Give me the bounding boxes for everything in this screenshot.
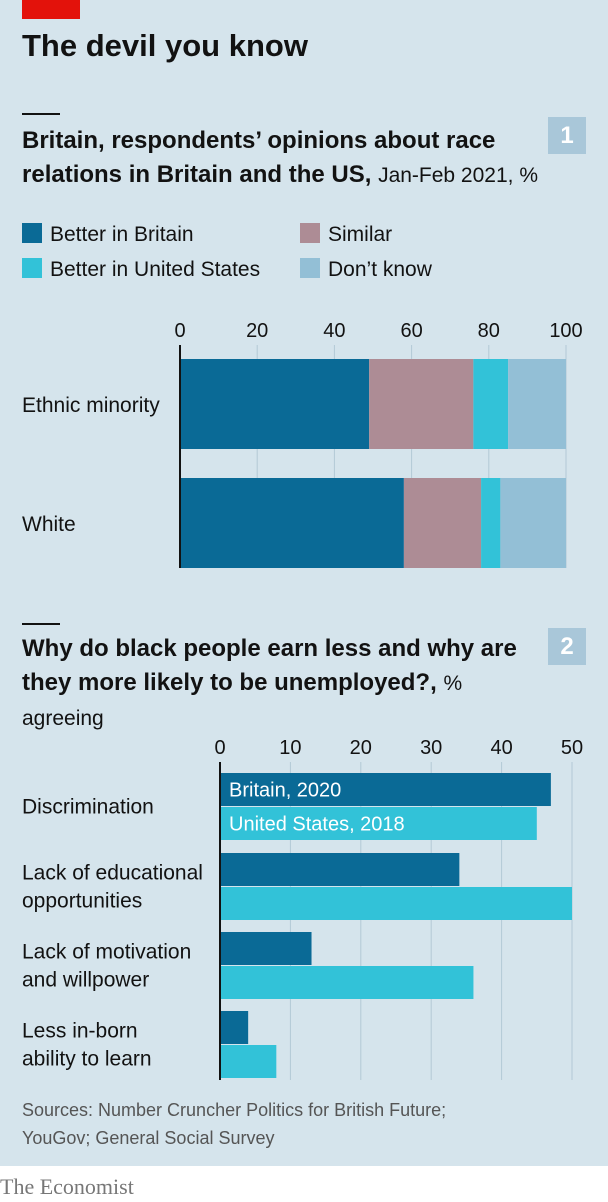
- source-line-2: YouGov; General Social Survey: [22, 1128, 275, 1148]
- chart1-rule: [22, 113, 60, 115]
- chart2-number-badge: 2: [548, 628, 586, 665]
- chart1-bar-dont-know: [500, 478, 566, 568]
- chart2-title-line2: they more likely to be unemployed?,: [22, 669, 437, 696]
- legend-label-dont-know: Don’t know: [328, 258, 432, 281]
- legend-swatch-better-britain: [22, 223, 42, 243]
- chart2-x-tick-label: 10: [279, 737, 301, 759]
- chart2-bar-britain-2020: [220, 773, 551, 806]
- chart1-category-label: Ethnic minority: [22, 394, 160, 417]
- brand-red-bar: [22, 0, 80, 19]
- chart1-bar-better-britain: [180, 359, 370, 449]
- chart1-category-label: White: [22, 513, 76, 536]
- brand-wordmark: The Economist: [0, 1174, 134, 1199]
- page-title: The devil you know: [22, 28, 308, 63]
- chart1-title-line1: Britain, respondents’ opinions about rac…: [22, 127, 496, 154]
- chart2-bar-us-2018: [220, 807, 537, 840]
- legend-item-similar: Similar: [300, 223, 392, 247]
- chart2-bar-britain-2020: [220, 932, 312, 965]
- chart1-x-tick-label: 60: [400, 320, 422, 342]
- chart1-title-line2: relations in Britain and the US,: [22, 161, 372, 188]
- chart2-category-label: Discrimination: [22, 796, 154, 819]
- legend-label-better-us: Better in United States: [50, 258, 261, 281]
- chart2-bar-us-2018: [220, 1045, 277, 1078]
- chart1-x-tick-label: 40: [323, 320, 345, 342]
- chart2-category-label: opportunities: [22, 890, 142, 913]
- chart1-title: Britain, respondents’ opinions about rac…: [22, 124, 542, 193]
- chart2-x-tick-label: 0: [214, 737, 225, 759]
- charts-svg: 0 20 40 60 80 100 Ethnic minority White 0 10 20 30 4…: [22, 320, 583, 1080]
- legend-item-better-britain: Better in Britain: [22, 223, 194, 247]
- chart2-x-tick-label: 20: [350, 737, 372, 759]
- chart1-x-tick-label: 0: [174, 320, 185, 342]
- chart1-bar-similar: [369, 359, 474, 449]
- chart2-x-tick-label: 50: [561, 737, 583, 759]
- source-line-1: Sources: Number Cruncher Politics for Br…: [22, 1100, 447, 1120]
- chart2-category-label: Less in-born: [22, 1020, 138, 1043]
- chart1-title-units: Jan-Feb 2021, %: [378, 164, 538, 187]
- chart1-x-tick-label: 20: [246, 320, 268, 342]
- chart2-series-label: Britain, 2020: [229, 780, 341, 802]
- chart2-bar-britain-2020: [220, 853, 460, 886]
- chart2-category-label: Lack of educational: [22, 862, 203, 885]
- chart1-bar-dont-know: [508, 359, 566, 449]
- chart2-title: Why do black people earn less and why ar…: [22, 632, 542, 736]
- chart2-x-tick-label: 40: [490, 737, 512, 759]
- chart2-title-line1: Why do black people earn less and why ar…: [22, 635, 517, 662]
- source-note: Sources: Number Cruncher Politics for Br…: [22, 1096, 446, 1152]
- chart2-title-units: % agreeing: [22, 672, 463, 730]
- chart2-category-label: Lack of motivation: [22, 941, 191, 964]
- chart2-bar-britain-2020: [220, 1011, 249, 1044]
- legend-item-better-us: Better in United States: [22, 258, 260, 282]
- legend-label-similar: Similar: [328, 223, 393, 246]
- chart1-number-badge: 1: [548, 117, 586, 154]
- chart1-bar-better-us: [481, 478, 501, 568]
- chart1-x-tick-label: 100: [549, 320, 582, 342]
- legend-swatch-similar: [300, 223, 320, 243]
- chart2-bar-us-2018: [220, 887, 572, 920]
- chart1-bar-better-britain: [180, 478, 404, 568]
- legend-swatch-dont-know: [300, 258, 320, 278]
- chart1-bar-better-us: [473, 359, 509, 449]
- legend-swatch-better-us: [22, 258, 42, 278]
- chart2-bar-us-2018: [220, 966, 474, 999]
- legend-label-better-britain: Better in Britain: [50, 223, 194, 246]
- chart2-rule: [22, 623, 60, 625]
- chart2-category-label: ability to learn: [22, 1048, 152, 1071]
- chart1-bar-similar: [403, 478, 482, 568]
- chart1-x-tick-label: 80: [478, 320, 500, 342]
- chart2-series-label: United States, 2018: [229, 814, 405, 836]
- chart2-x-tick-label: 30: [420, 737, 442, 759]
- legend-item-dont-know: Don’t know: [300, 258, 432, 282]
- chart2-category-label: and willpower: [22, 969, 149, 992]
